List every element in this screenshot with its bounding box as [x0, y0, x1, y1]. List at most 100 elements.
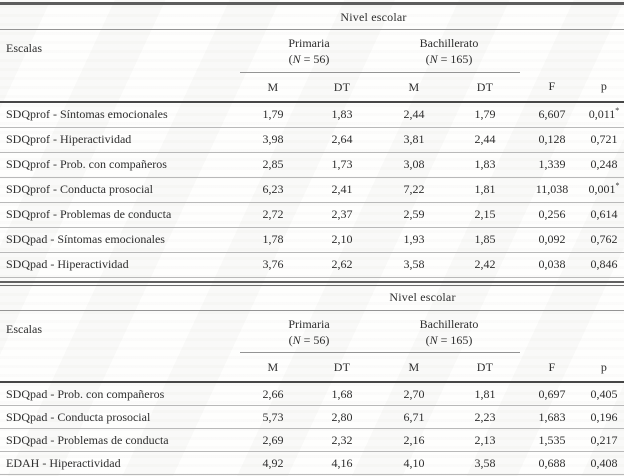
value-cell: 4,21	[306, 474, 378, 476]
value-cell: 4,18	[378, 474, 450, 476]
column-header-spacer	[0, 72, 240, 103]
table-body: SDQpad - Prob. con compañeros 2,66 1,68 2,7…	[0, 382, 624, 476]
value-cell: 6,23	[240, 177, 306, 203]
value-cell: 2,42	[450, 252, 520, 278]
value-cell: 2,44	[450, 127, 520, 153]
value-cell: 5,60	[240, 474, 306, 476]
f-column-spacer	[520, 310, 584, 353]
p-column-spacer	[584, 30, 624, 73]
scale-label: SDQpad - Conducta prosocial	[0, 405, 240, 429]
scale-label: SDQpad - Prob. con compañeros	[0, 382, 240, 406]
f-column-spacer	[520, 30, 584, 73]
table-row: SDQpad - Prob. con compañeros 2,66 1,68 2,7…	[0, 382, 624, 406]
spanner-label: Nivel escolar	[240, 285, 624, 311]
value-cell: 5,73	[240, 405, 306, 429]
value-cell: 2,64	[306, 127, 378, 153]
col-p: p	[584, 352, 624, 383]
col-dt-bachillerato: DT	[450, 352, 520, 383]
col-f: F	[520, 72, 584, 103]
value-cell: 1,79	[240, 101, 306, 128]
column-header-spacer	[0, 352, 240, 383]
group-header-bachillerato: Bachillerato (N = 165)	[378, 310, 520, 353]
group-name: Bachillerato	[419, 36, 479, 51]
scale-label: SDQpad - Síntomas emocionales	[0, 227, 240, 253]
value-cell: 2,44	[378, 101, 450, 128]
group-header-bachillerato: Bachillerato (N = 165)	[378, 29, 520, 73]
value-cell: 2,15	[450, 202, 520, 228]
value-cell: 7,22	[378, 177, 450, 203]
value-cell: 2,69	[240, 428, 306, 452]
value-cell: 3,98	[240, 127, 306, 153]
value-cell: 2,16	[378, 428, 450, 452]
p-value-cell: 0,762	[584, 227, 624, 253]
significance-asterisk: *	[615, 106, 620, 115]
scale-label: SDQprof - Hiperactividad	[0, 127, 240, 153]
p-value-cell: 0,001*	[584, 177, 624, 203]
group-name: Primaria	[288, 316, 330, 331]
value-cell: 2,37	[306, 202, 378, 228]
value-cell: 1,83	[306, 101, 378, 128]
value-cell: 4,16	[306, 451, 378, 475]
table-row: SDQpad - Síntomas emocionales 1,78 2,10 1,9…	[0, 227, 624, 253]
table-body: SDQprof - Síntomas emocionales 1,79 1,83 2,…	[0, 101, 624, 278]
table-row: SDQpad - Conducta prosocial 5,73 2,80 6,71 2…	[0, 405, 624, 429]
p-value-cell: 0,060	[584, 474, 624, 476]
value-cell: 3,58	[450, 451, 520, 475]
col-m-bachillerato: M	[378, 352, 450, 383]
value-cell: 1,83	[450, 152, 520, 178]
value-cell: 2,10	[306, 227, 378, 253]
p-value-cell: 0,011*	[584, 101, 624, 128]
group-sample-size: (N = 56)	[288, 332, 330, 347]
column-header-row: M DT M DT F p	[0, 72, 624, 103]
value-cell: 2,13	[450, 428, 520, 452]
stub-header: Escalas	[6, 321, 42, 336]
value-cell: 2,62	[306, 252, 378, 278]
table-header: Nivel escolar Escalas Primaria (N = 56) …	[0, 5, 624, 103]
scale-label: EDAH - Déficit de atención	[0, 474, 240, 476]
group-sample-size: (N = 165)	[425, 332, 473, 347]
p-value-cell: 0,408	[584, 451, 624, 475]
value-cell: 0,038	[520, 252, 584, 278]
table-row: SDQprof - Conducta prosocial 6,23 2,41 7,22…	[0, 177, 624, 203]
scale-label: SDQprof - Problemas de conducta	[0, 202, 240, 228]
value-cell: 2,66	[240, 382, 306, 406]
spanner-row: Nivel escolar	[0, 5, 624, 30]
value-cell: 1,68	[306, 382, 378, 406]
groups-row: Escalas Primaria (N = 56) Bachillerato (…	[0, 29, 624, 73]
col-p: p	[584, 72, 624, 103]
value-cell: 3,08	[378, 152, 450, 178]
group-header-primaria: Primaria (N = 56)	[240, 29, 378, 73]
table-row: SDQprof - Problemas de conducta 2,72 2,37 2…	[0, 202, 624, 228]
p-value-cell: 0,248	[584, 152, 624, 178]
anova-table-upper: Nivel escolar Escalas Primaria (N = 56) …	[0, 5, 624, 278]
p-value-cell: 0,217	[584, 428, 624, 452]
col-dt-primaria: DT	[306, 72, 378, 103]
table-row: SDQpad - Hiperactividad 3,76 2,62 3,58 2,42 0…	[0, 252, 624, 278]
col-dt-bachillerato: DT	[450, 72, 520, 103]
value-cell: 1,78	[240, 227, 306, 253]
table-row: SDQpad - Problemas de conducta 2,69 2,32 2,…	[0, 428, 624, 452]
stub-header: Escalas	[6, 41, 42, 55]
value-cell: 2,80	[306, 405, 378, 429]
column-header-row: M DT M DT F p	[0, 352, 624, 383]
value-cell: 0,697	[520, 382, 584, 406]
p-value-cell: 0,846	[584, 252, 624, 278]
col-f: F	[520, 352, 584, 383]
value-cell: 0,688	[520, 451, 584, 475]
table-row: SDQprof - Prob. con compañeros 2,85 1,73 3,…	[0, 152, 624, 178]
col-m-primaria: M	[240, 352, 306, 383]
col-m-bachillerato: M	[378, 72, 450, 103]
value-cell: 2,32	[306, 428, 378, 452]
table-row: SDQprof - Hiperactividad 3,98 2,64 3,81 2,44…	[0, 127, 624, 153]
value-cell: 1,79	[450, 101, 520, 128]
value-cell: 4,92	[240, 451, 306, 475]
value-cell: 2,85	[240, 152, 306, 178]
anova-table-lower: Nivel escolar Escalas Primaria (N = 56) …	[0, 285, 624, 476]
table-row: EDAH - Hiperactividad 4,92 4,16 4,10 3,58 0,6…	[0, 451, 624, 475]
table-header: Nivel escolar Escalas Primaria (N = 56) …	[0, 285, 624, 383]
p-value-cell: 0,196	[584, 405, 624, 429]
between-tables-rule	[0, 280, 624, 286]
value-cell: 6,71	[378, 405, 450, 429]
value-cell: 2,23	[450, 405, 520, 429]
